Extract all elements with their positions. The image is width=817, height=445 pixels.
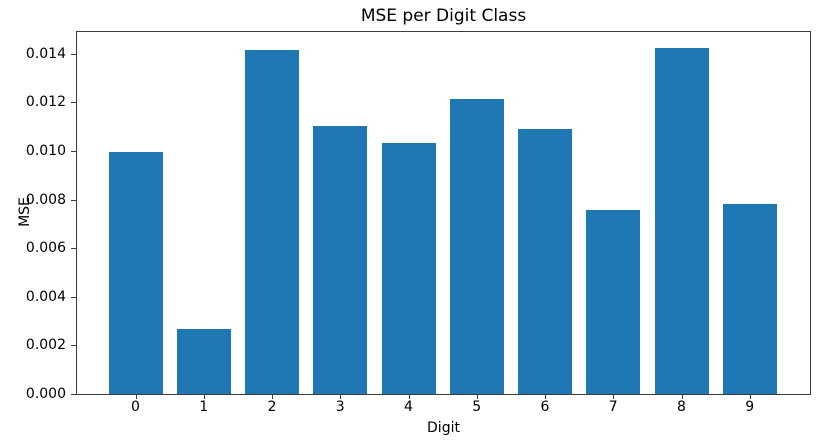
bar-digit-4 [381, 143, 436, 394]
x-tick-label: 1 [199, 399, 209, 415]
x-tick-mark [749, 394, 751, 399]
x-tick-mark [613, 394, 615, 399]
x-tick-label: 9 [745, 399, 755, 415]
bar-digit-1 [176, 329, 231, 394]
y-tick-mark [71, 199, 76, 201]
y-tick-mark [71, 296, 76, 298]
x-tick-label: 3 [335, 399, 345, 415]
x-tick-label: 4 [404, 399, 413, 415]
x-tick-mark [681, 394, 683, 399]
x-tick-mark [203, 394, 205, 399]
bar-digit-9 [722, 203, 777, 394]
bar-digit-6 [518, 129, 572, 394]
x-tick-mark [272, 394, 273, 399]
bar-digit-5 [449, 98, 504, 394]
y-tick-label: 0.006 [25, 240, 66, 257]
y-tick-mark [71, 394, 76, 395]
x-tick-mark [476, 394, 478, 399]
x-tick-label: 5 [472, 399, 482, 415]
y-tick-label: 0.010 [25, 143, 66, 160]
x-tick-mark [135, 394, 137, 399]
x-tick-label: 2 [267, 399, 277, 415]
y-tick-label: 0.000 [25, 386, 66, 402]
x-tick-label: 6 [540, 399, 550, 415]
bar-digit-2 [245, 49, 299, 394]
bar-digit-7 [586, 209, 641, 394]
x-tick-mark [545, 394, 546, 399]
y-tick-label: 0.014 [25, 45, 66, 62]
x-axis-label: Digit [427, 420, 460, 436]
y-tick-mark [71, 151, 76, 153]
y-tick-label: 0.004 [25, 288, 66, 305]
x-tick-label: 7 [608, 399, 618, 415]
x-tick-mark [340, 394, 342, 399]
bar-digit-0 [108, 151, 163, 394]
y-tick-mark [71, 248, 76, 250]
y-tick-mark [71, 102, 76, 104]
y-tick-mark [71, 345, 76, 347]
y-tick-mark [71, 53, 76, 55]
chart-title: MSE per Digit Class [360, 6, 527, 26]
plot-area [76, 31, 811, 395]
x-tick-mark [408, 394, 410, 399]
bar-digit-8 [654, 48, 709, 394]
bar-digit-3 [313, 125, 368, 394]
y-tick-label: 0.008 [25, 191, 66, 208]
x-tick-label: 8 [677, 399, 686, 415]
y-tick-label: 0.012 [25, 94, 66, 111]
x-tick-label: 0 [131, 399, 140, 415]
y-tick-label: 0.002 [25, 337, 66, 354]
